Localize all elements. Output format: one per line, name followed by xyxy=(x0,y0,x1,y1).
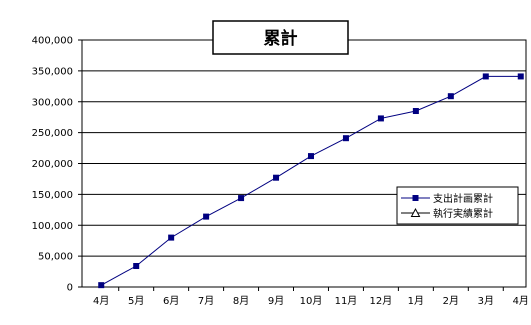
data-point xyxy=(273,174,280,181)
legend-frame xyxy=(396,186,519,225)
x-tick-label: 7月 xyxy=(198,295,214,307)
chart-title-box: 累計 xyxy=(212,20,349,55)
data-point xyxy=(168,234,175,241)
data-point xyxy=(342,135,349,142)
y-tick-label: 150,000 xyxy=(32,190,73,201)
gridlines xyxy=(82,39,526,257)
legend-label-actual: 執行実績累計 xyxy=(433,207,493,220)
x-tick-label: 4月 xyxy=(513,295,529,307)
x-tick-label: 11月 xyxy=(335,295,358,307)
legend-label-plan: 支出計画累計 xyxy=(433,192,493,205)
y-axis-ticks: 0 50,000 100,000 150,000 200,000 250,000 300,0… xyxy=(32,36,82,294)
x-tick-label: 9月 xyxy=(268,295,284,307)
x-axis-ticks: 4月 5月 6月 7月 8月 9月 10月 11月 12月 1月 2月 3月 4月 xyxy=(93,287,529,307)
legend-entry-actual: 執行実績累計 xyxy=(401,207,493,220)
x-tick-label: 1月 xyxy=(408,295,424,307)
y-tick-label: 0 xyxy=(67,283,73,294)
y-tick-label: 400,000 xyxy=(32,36,73,47)
x-tick-label: 10月 xyxy=(300,295,323,307)
legend: 支出計画累計 執行実績累計 xyxy=(396,186,519,225)
x-tick-label: 5月 xyxy=(128,295,144,307)
chart-title-frame xyxy=(212,20,349,55)
series-lines xyxy=(98,73,524,289)
y-tick-label: 50,000 xyxy=(38,252,73,263)
y-tick-label: 350,000 xyxy=(32,66,73,77)
data-point xyxy=(517,73,524,80)
data-point xyxy=(377,115,384,122)
x-tick-label: 12月 xyxy=(370,295,393,307)
data-point xyxy=(447,93,454,100)
data-point xyxy=(482,73,489,80)
y-tick-label: 250,000 xyxy=(32,128,73,139)
data-point xyxy=(238,195,245,202)
y-tick-label: 200,000 xyxy=(32,159,73,170)
data-point xyxy=(98,282,105,289)
chart-title: 累計 xyxy=(264,28,298,49)
legend-triangle-marker xyxy=(410,207,421,217)
legend-square-marker xyxy=(412,195,419,201)
x-tick-label: 2月 xyxy=(443,295,459,307)
x-tick-label: 3月 xyxy=(478,295,494,307)
data-point xyxy=(412,108,419,115)
x-tick-label: 6月 xyxy=(163,295,179,307)
data-point xyxy=(307,153,314,160)
x-tick-label: 4月 xyxy=(93,295,109,307)
y-tick-label: 100,000 xyxy=(32,221,73,232)
y-tick-label: 300,000 xyxy=(32,97,73,108)
data-point xyxy=(203,213,210,220)
data-point xyxy=(133,263,140,270)
x-tick-label: 8月 xyxy=(233,295,249,307)
legend-entry-plan: 支出計画累計 xyxy=(401,192,493,205)
